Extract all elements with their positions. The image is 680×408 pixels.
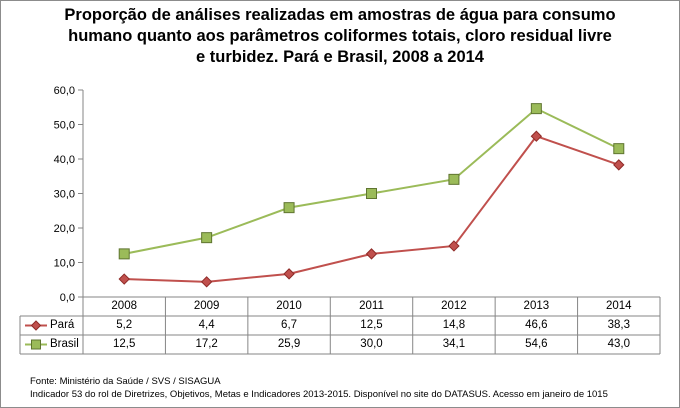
legend-marker <box>30 320 42 331</box>
data-point <box>283 268 295 280</box>
data-label: 46,6 <box>525 319 548 331</box>
chart-title: Proporção de análises realizadas em amos… <box>40 5 640 68</box>
y-tick-label: 20,0 <box>54 223 75 235</box>
chart-title-line-3: e turbidez. Pará e Brasil, 2008 a 2014 <box>195 48 484 66</box>
y-tick-label: 10,0 <box>54 258 75 270</box>
data-point <box>201 232 213 244</box>
data-label: 14,8 <box>442 319 466 331</box>
x-tick-label: 2008 <box>111 300 137 312</box>
data-label: 54,6 <box>525 338 548 350</box>
data-point <box>530 130 543 142</box>
x-tick-label: 2010 <box>276 300 302 312</box>
data-point <box>200 276 213 288</box>
y-tick-label: 30,0 <box>54 189 75 201</box>
chart-title-line-2: humano quanto aos parâmetros coliformes … <box>68 27 612 45</box>
x-tick-label: 2014 <box>605 300 632 312</box>
series-line-brasil <box>124 107 620 255</box>
data-point <box>366 188 377 199</box>
data-point <box>118 248 130 260</box>
y-tick-label: 50,0 <box>54 120 75 132</box>
data-point <box>448 240 460 252</box>
y-tick-label: 60,0 <box>54 85 75 97</box>
data-point <box>613 143 625 155</box>
y-tick-label: 40,0 <box>54 154 75 166</box>
data-point <box>365 248 378 260</box>
source-line-2: Indicador 53 do rol de Diretrizes, Objet… <box>30 389 608 400</box>
data-label: 25,9 <box>277 338 301 350</box>
legend-label: Brasil <box>50 338 79 350</box>
x-tick-label: 2013 <box>523 300 550 312</box>
data-point <box>118 273 130 285</box>
data-label: 5,2 <box>116 319 133 331</box>
legend-label: Pará <box>50 319 75 331</box>
data-point <box>448 173 460 185</box>
data-point <box>283 202 295 214</box>
legend-marker <box>31 339 41 350</box>
data-label: 30,0 <box>360 338 383 350</box>
data-label: 6,7 <box>281 319 298 331</box>
data-label: 43,0 <box>607 338 630 350</box>
x-tick-label: 2011 <box>359 300 384 312</box>
data-label: 12,5 <box>113 338 136 350</box>
x-tick-label: 2012 <box>441 300 467 312</box>
series-line-para <box>124 135 620 283</box>
data-label: 17,2 <box>195 338 218 350</box>
data-label: 34,1 <box>442 338 466 350</box>
data-point <box>613 159 625 171</box>
data-label: 38,3 <box>607 319 630 331</box>
data-label: 12,5 <box>360 319 383 331</box>
x-tick-label: 2009 <box>193 300 220 312</box>
y-tick-label: 0,0 <box>60 292 75 304</box>
data-point <box>530 103 542 115</box>
source-line-1: Fonte: Ministério da Saúde / SVS / SISAG… <box>30 376 221 387</box>
data-label: 4,4 <box>198 319 215 331</box>
chart-title-line-1: Proporção de análises realizadas em amos… <box>64 6 616 24</box>
